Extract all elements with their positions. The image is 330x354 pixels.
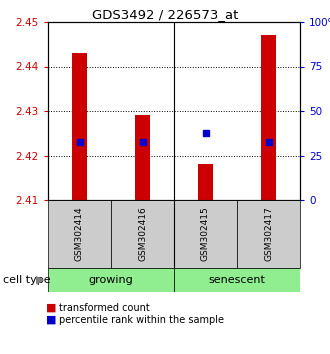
Text: cell type: cell type [3, 275, 51, 285]
Bar [111, 200, 174, 268]
Text: percentile rank within the sample: percentile rank within the sample [59, 315, 224, 325]
Text: senescent: senescent [209, 275, 265, 285]
Text: ▶: ▶ [36, 275, 45, 285]
Text: ■: ■ [46, 315, 57, 325]
Bar [48, 268, 174, 292]
Text: GSM302417: GSM302417 [264, 207, 273, 261]
Bar [198, 164, 214, 200]
Bar [48, 200, 111, 268]
Text: ■: ■ [46, 303, 57, 313]
Bar [135, 115, 150, 200]
Bar [72, 53, 87, 200]
Text: growing: growing [89, 275, 133, 285]
Text: GSM302416: GSM302416 [138, 207, 147, 261]
Text: GDS3492 / 226573_at: GDS3492 / 226573_at [92, 8, 238, 21]
Bar [174, 268, 300, 292]
Bar [261, 35, 277, 200]
Bar [237, 200, 300, 268]
Text: GSM302415: GSM302415 [201, 207, 210, 261]
Bar [174, 200, 237, 268]
Text: GSM302414: GSM302414 [75, 207, 84, 261]
Text: transformed count: transformed count [59, 303, 150, 313]
